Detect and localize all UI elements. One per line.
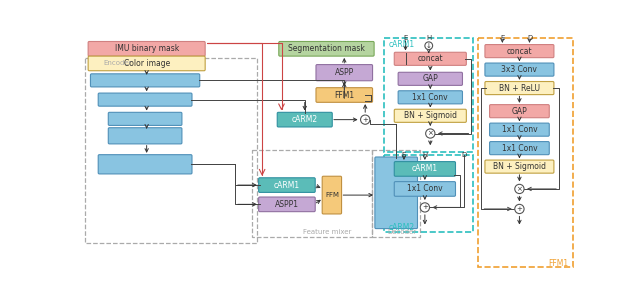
FancyBboxPatch shape xyxy=(394,52,467,65)
Text: ↓: ↓ xyxy=(426,43,432,49)
Bar xyxy=(372,150,420,237)
FancyBboxPatch shape xyxy=(398,91,463,104)
Text: cARM2: cARM2 xyxy=(388,223,415,232)
FancyBboxPatch shape xyxy=(277,112,332,127)
FancyBboxPatch shape xyxy=(394,162,456,176)
FancyBboxPatch shape xyxy=(485,160,554,173)
Text: E: E xyxy=(402,152,406,158)
Text: BN + Sigmoid: BN + Sigmoid xyxy=(493,162,546,171)
Circle shape xyxy=(515,184,524,194)
Text: FFM1: FFM1 xyxy=(548,259,568,268)
FancyBboxPatch shape xyxy=(316,64,372,81)
Text: ×: × xyxy=(428,130,433,136)
Bar xyxy=(478,38,573,268)
FancyBboxPatch shape xyxy=(485,63,554,76)
FancyBboxPatch shape xyxy=(398,72,463,85)
FancyBboxPatch shape xyxy=(88,41,205,56)
Text: concat: concat xyxy=(417,54,443,63)
Text: +: + xyxy=(516,206,522,212)
Text: FFM: FFM xyxy=(325,192,339,198)
Circle shape xyxy=(515,204,524,214)
FancyBboxPatch shape xyxy=(394,181,456,196)
Text: BN + ReLU: BN + ReLU xyxy=(499,84,540,93)
FancyBboxPatch shape xyxy=(490,123,549,136)
Text: +: + xyxy=(422,204,428,210)
Text: H: H xyxy=(426,35,431,41)
Bar xyxy=(384,38,473,152)
FancyBboxPatch shape xyxy=(98,93,192,106)
FancyBboxPatch shape xyxy=(90,74,200,87)
FancyBboxPatch shape xyxy=(88,56,205,71)
Text: 3x3 Conv: 3x3 Conv xyxy=(502,65,538,74)
Text: H: H xyxy=(422,152,428,158)
Text: GAP: GAP xyxy=(422,74,438,83)
Bar xyxy=(84,58,257,243)
Circle shape xyxy=(425,42,433,50)
Text: FFM1: FFM1 xyxy=(334,91,355,99)
FancyBboxPatch shape xyxy=(98,155,192,174)
Text: 1x1 Conv: 1x1 Conv xyxy=(413,93,448,102)
Text: +: + xyxy=(362,117,368,123)
FancyBboxPatch shape xyxy=(490,105,549,118)
Circle shape xyxy=(426,129,435,138)
FancyBboxPatch shape xyxy=(375,157,417,229)
Text: 1x1 Conv: 1x1 Conv xyxy=(502,125,537,134)
Text: 1x1 Conv: 1x1 Conv xyxy=(502,143,537,153)
Text: Decoder: Decoder xyxy=(387,229,417,235)
Bar xyxy=(252,150,372,237)
Text: ×: × xyxy=(516,186,522,192)
FancyBboxPatch shape xyxy=(259,197,316,212)
FancyBboxPatch shape xyxy=(322,176,342,214)
FancyBboxPatch shape xyxy=(279,41,374,56)
Bar xyxy=(384,155,473,232)
Text: BN + Sigmoid: BN + Sigmoid xyxy=(404,111,457,120)
Text: Color image: Color image xyxy=(124,59,170,68)
Text: cARM1: cARM1 xyxy=(388,40,415,49)
Text: Segmentation mask: Segmentation mask xyxy=(288,44,365,53)
Text: 1x1 Conv: 1x1 Conv xyxy=(407,185,443,193)
FancyBboxPatch shape xyxy=(490,142,549,155)
FancyBboxPatch shape xyxy=(485,81,554,95)
Text: concat: concat xyxy=(507,47,532,56)
Text: ASPP: ASPP xyxy=(335,68,354,77)
Circle shape xyxy=(420,203,429,212)
Text: cARM2: cARM2 xyxy=(292,115,318,124)
Text: D: D xyxy=(461,152,467,158)
FancyBboxPatch shape xyxy=(316,88,372,102)
FancyBboxPatch shape xyxy=(394,109,467,122)
FancyBboxPatch shape xyxy=(485,45,554,58)
Text: Encoder: Encoder xyxy=(103,60,132,67)
Circle shape xyxy=(360,115,370,124)
Text: cARM1: cARM1 xyxy=(412,164,438,173)
Text: GAP: GAP xyxy=(511,107,527,116)
Text: ASPP1: ASPP1 xyxy=(275,200,299,209)
Text: D: D xyxy=(527,35,532,41)
Text: E: E xyxy=(403,35,408,41)
Text: cARM1: cARM1 xyxy=(274,181,300,190)
Text: IMU binary mask: IMU binary mask xyxy=(115,44,179,53)
FancyBboxPatch shape xyxy=(108,112,182,126)
Text: E: E xyxy=(500,35,504,41)
FancyBboxPatch shape xyxy=(259,178,316,192)
FancyBboxPatch shape xyxy=(108,128,182,144)
Text: Feature mixer: Feature mixer xyxy=(303,229,351,235)
